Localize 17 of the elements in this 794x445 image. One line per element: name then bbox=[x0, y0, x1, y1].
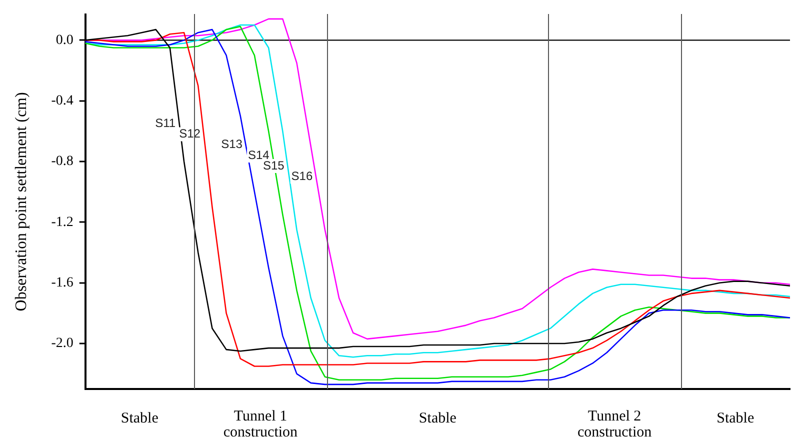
y-tick-label: 0.0 bbox=[56, 32, 74, 48]
y-tick-label: -0.8 bbox=[51, 154, 74, 170]
y-axis-title: Observation point settlement (cm) bbox=[12, 92, 30, 312]
series-label: S14 bbox=[248, 148, 270, 162]
y-tick-label: -0.4 bbox=[51, 94, 74, 109]
text: Tunnel 1 construction bbox=[223, 408, 298, 440]
series-label: S15 bbox=[262, 158, 285, 172]
text: Stable bbox=[716, 410, 754, 426]
text: Stable bbox=[418, 410, 457, 426]
series-label: S13 bbox=[221, 137, 243, 152]
series-label: S11 bbox=[155, 116, 176, 130]
series-label: S16 bbox=[291, 168, 313, 183]
y-tick-label: -2.0 bbox=[51, 336, 74, 352]
y-tick-label: -1.6 bbox=[51, 276, 74, 291]
text: Tunnel 2 construction bbox=[577, 408, 652, 440]
y-tick-label: -1.2 bbox=[51, 214, 74, 230]
text: Stable bbox=[120, 410, 159, 426]
